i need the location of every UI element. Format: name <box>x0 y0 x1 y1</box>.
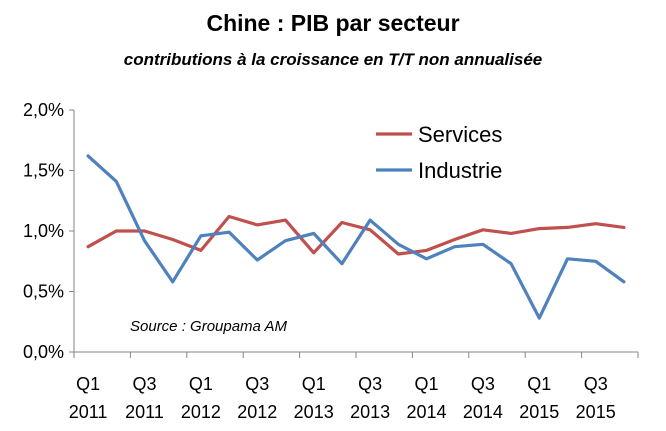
x-tick-label-year: 2011 <box>125 402 164 422</box>
chart-title: Chine : PIB par secteur <box>206 10 460 36</box>
y-tick-label: 2,0% <box>23 100 64 120</box>
x-tick-label-year: 2014 <box>463 402 503 422</box>
legend-label-industrie: Industrie <box>418 158 502 183</box>
x-tick-label-quarter: Q3 <box>584 374 608 394</box>
x-tick-label-year: 2015 <box>576 402 616 422</box>
x-tick-label-year: 2014 <box>406 402 446 422</box>
x-tick-label-quarter: Q1 <box>414 374 438 394</box>
series-line-industrie <box>86 154 626 320</box>
x-tick-label-quarter: Q1 <box>189 374 213 394</box>
x-tick-label-quarter: Q3 <box>471 374 495 394</box>
x-tick-label-quarter: Q3 <box>245 374 269 394</box>
x-tick-label-year: 2012 <box>181 402 221 422</box>
y-tick-label: 0,5% <box>23 282 64 302</box>
x-tick-label-year: 2012 <box>237 402 277 422</box>
x-tick-label-quarter: Q1 <box>302 374 326 394</box>
x-tick-label-quarter: Q1 <box>76 374 100 394</box>
x-tick-label-year: 2011 <box>69 402 108 422</box>
x-tick-label-quarter: Q3 <box>132 374 156 394</box>
chart-subtitle: contributions à la croissance en T/T non… <box>123 50 543 69</box>
y-tick-label: 1,0% <box>23 221 64 241</box>
x-tick-label-quarter: Q3 <box>358 374 382 394</box>
x-tick-label-year: 2015 <box>519 402 559 422</box>
y-tick-label: 0,0% <box>23 342 64 362</box>
x-tick-label-year: 2013 <box>294 402 334 422</box>
source-annotation: Source : Groupama AM <box>130 318 288 335</box>
legend-label-services: Services <box>418 122 502 147</box>
series-line-services <box>86 214 626 256</box>
x-tick-label-quarter: Q1 <box>527 374 551 394</box>
x-tick-label-year: 2013 <box>350 402 390 422</box>
y-tick-label: 1,5% <box>23 161 64 181</box>
